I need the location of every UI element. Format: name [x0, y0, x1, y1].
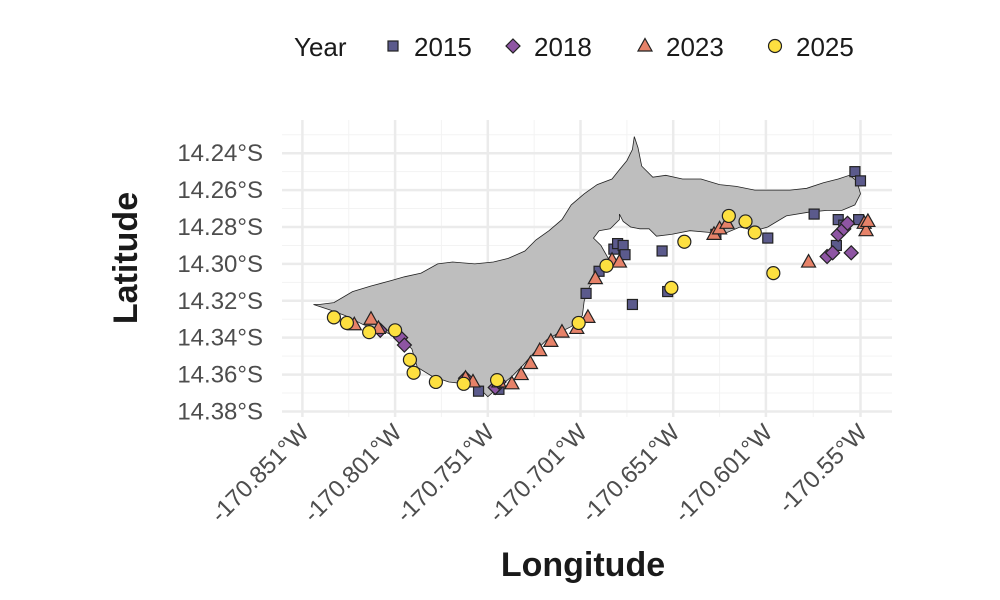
island-landmass [313, 136, 861, 398]
legend-label: 2015 [414, 32, 472, 62]
y-tick-label: 14.28°S [177, 214, 263, 241]
legend-key-2025 [767, 38, 783, 54]
point-2023 [553, 323, 570, 338]
point-2023 [362, 310, 380, 325]
x-tick-label: -170.601°W [669, 419, 778, 528]
x-tick-label: -170.701°W [484, 419, 593, 528]
x-tick-label: -170.651°W [577, 419, 686, 528]
point-2015 [854, 175, 867, 187]
y-axis-title: Latitude [107, 192, 145, 324]
legend-label: 2018 [534, 32, 592, 62]
island-shape [313, 136, 861, 398]
y-tick-label: 14.34°S [177, 325, 263, 352]
point-2025 [599, 258, 614, 273]
x-axis-ticks: -170.851°W-170.801°W-170.751°W-170.701°W… [206, 419, 873, 528]
point-2025 [456, 376, 471, 391]
point-2023 [542, 332, 559, 347]
legend-key-2023 [636, 37, 654, 52]
point-2015 [626, 298, 639, 311]
point-2025 [339, 315, 354, 331]
x-tick-label: -170.55°W [773, 419, 873, 519]
point-2023 [587, 269, 604, 285]
point-2025 [721, 208, 736, 224]
point-2025 [766, 266, 781, 281]
data-points [326, 166, 876, 397]
point-2015 [617, 239, 629, 252]
point-2025 [747, 225, 762, 240]
point-2025 [489, 373, 505, 388]
y-tick-label: 14.32°S [177, 288, 263, 315]
point-2018 [824, 244, 841, 261]
point-2025 [738, 214, 753, 229]
x-tick-label: -170.851°W [206, 419, 315, 528]
point-2023 [800, 253, 817, 268]
point-2018 [839, 215, 856, 232]
point-2015 [656, 245, 668, 257]
legend-label: 2023 [666, 32, 724, 62]
point-2015 [580, 287, 592, 300]
point-2025 [402, 352, 418, 367]
y-tick-label: 14.30°S [177, 251, 263, 278]
point-2025 [677, 234, 692, 249]
legend-key-2018 [505, 38, 521, 54]
point-2025 [664, 280, 679, 295]
y-tick-label: 14.38°S [177, 398, 263, 425]
legend-title: Year [294, 32, 347, 62]
y-axis-ticks: 14.24°S 14.26°S 14.28°S 14.30°S 14.32°S 14.34… [177, 140, 263, 425]
point-2023 [859, 212, 876, 228]
x-tick-label: -170.751°W [391, 419, 500, 528]
x-axis-title: Longitude [501, 546, 665, 584]
y-tick-label: 14.24°S [177, 140, 263, 167]
point-2023 [858, 221, 875, 237]
point-2025 [362, 325, 377, 340]
point-2023 [611, 253, 628, 268]
point-2025 [406, 365, 421, 380]
point-2023 [531, 341, 548, 357]
point-2015 [762, 232, 774, 244]
point-2023 [513, 365, 530, 381]
point-2025 [326, 310, 342, 325]
point-2015 [808, 208, 820, 220]
point-2018 [843, 244, 860, 261]
point-2015 [472, 385, 485, 397]
point-2023 [522, 354, 539, 370]
y-tick-label: 14.26°S [177, 177, 263, 204]
x-tick-label: -170.801°W [298, 419, 407, 528]
point-2025 [388, 323, 403, 338]
legend-label: 2025 [796, 32, 854, 62]
point-2023 [503, 375, 520, 390]
point-2015 [849, 166, 861, 178]
legend: Year 2015 2018 2023 2025 [294, 32, 854, 62]
point-2025 [571, 315, 586, 331]
y-tick-label: 14.36°S [177, 362, 263, 389]
point-2025 [428, 374, 443, 390]
point-2018 [396, 337, 413, 353]
legend-key-2015 [387, 40, 399, 52]
